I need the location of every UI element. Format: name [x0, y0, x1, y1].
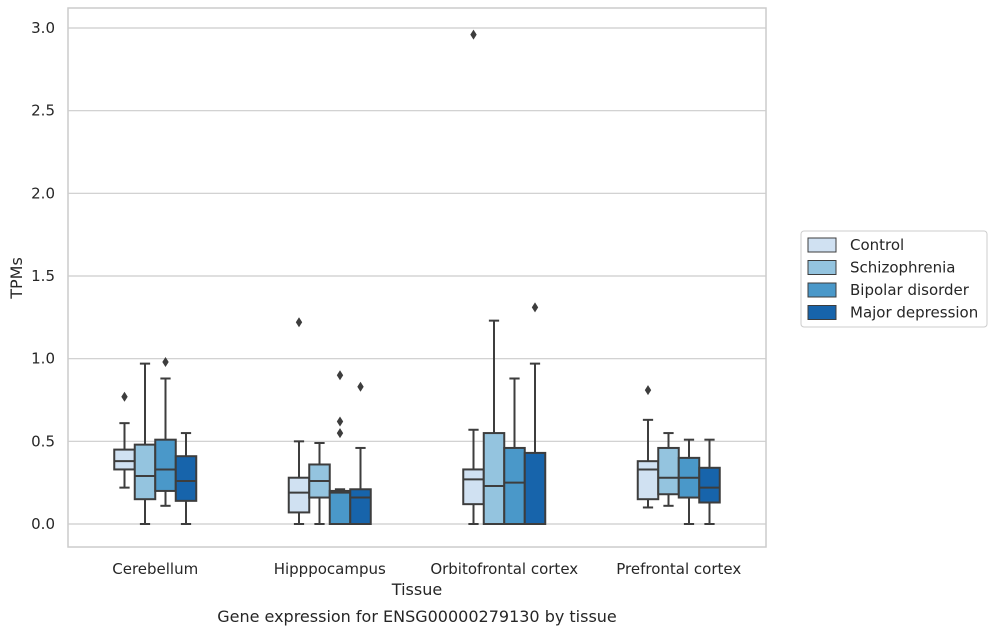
legend-label: Control — [850, 236, 904, 254]
legend-swatch — [807, 237, 837, 253]
plot-area — [67, 7, 767, 548]
legend-label: Schizophrenia — [850, 259, 955, 277]
outlier-point — [162, 356, 169, 367]
box-control — [636, 385, 660, 509]
box-major-depression — [698, 438, 721, 525]
legend-swatch — [807, 260, 837, 275]
box-control — [462, 29, 485, 525]
y-axis-ticks: 0.0 0.5 1.0 1.5 2.0 2.5 3.0 — [31, 19, 55, 533]
box-body — [482, 432, 506, 526]
y-tick-label: 0.5 — [31, 432, 55, 450]
x-axis-ticks: Cerebellum Hipppocampus Orbitofrontal cort… — [112, 560, 741, 578]
box-body — [113, 448, 136, 471]
legend: Control Schizophrenia Bipolar disorder Majo… — [800, 230, 988, 328]
outlier-point — [336, 370, 344, 381]
outlier-point — [336, 428, 344, 439]
box-body — [503, 446, 526, 525]
box-body — [174, 455, 198, 502]
box-bipolar-disorder — [503, 377, 526, 525]
y-tick-label: 1.0 — [31, 350, 55, 368]
box-body — [349, 488, 372, 525]
box-schizophrenia — [482, 319, 506, 526]
grid-lines — [68, 27, 766, 525]
boxes — [113, 29, 721, 526]
box-body — [287, 476, 311, 514]
box-major-depression — [174, 432, 198, 525]
outlier-point — [357, 381, 364, 392]
box-schizophrenia — [308, 441, 331, 525]
y-tick-label: 2.0 — [31, 184, 55, 202]
outlier-point — [336, 416, 344, 427]
outlier-point — [295, 317, 303, 328]
box-body — [636, 460, 660, 501]
x-tick-label: Orbitofrontal cortex — [430, 560, 578, 578]
box-body — [154, 438, 177, 492]
box-body — [523, 451, 547, 526]
y-tick-label: 3.0 — [31, 19, 55, 37]
outlier-point — [121, 391, 128, 402]
legend-swatch — [807, 305, 837, 320]
y-tick-label: 1.5 — [31, 267, 55, 285]
legend-label: Major depression — [850, 304, 978, 322]
chart-caption: Gene expression for ENSG00000279130 by t… — [217, 607, 617, 626]
legend-frame — [800, 230, 988, 328]
box-body — [698, 466, 721, 504]
box-bipolar-disorder — [154, 356, 177, 507]
legend-swatch — [807, 282, 837, 298]
legend-label: Bipolar disorder — [850, 281, 970, 299]
x-axis-label: Tissue — [391, 580, 442, 599]
box-schizophrenia — [133, 362, 157, 525]
outlier-point — [470, 29, 477, 40]
y-tick-label: 0.0 — [31, 515, 55, 533]
x-tick-label: Hipppocampus — [274, 560, 386, 578]
box-body — [462, 468, 485, 506]
outlier-point — [644, 385, 652, 396]
y-tick-label: 2.5 — [31, 102, 55, 120]
box-body — [133, 443, 157, 501]
box-control — [287, 317, 311, 525]
box-body — [657, 446, 680, 496]
box-bipolar-disorder — [328, 370, 352, 525]
y-axis-label: TPMs — [7, 257, 26, 300]
x-tick-label: Cerebellum — [112, 560, 198, 578]
box-control — [113, 391, 136, 489]
box-schizophrenia — [657, 432, 680, 507]
box-major-depression — [523, 302, 547, 526]
x-tick-label: Prefrontal cortex — [616, 560, 741, 578]
box-bipolar-disorder — [677, 438, 701, 525]
box-major-depression — [349, 381, 372, 525]
outlier-point — [531, 302, 539, 313]
box-body — [328, 489, 352, 525]
